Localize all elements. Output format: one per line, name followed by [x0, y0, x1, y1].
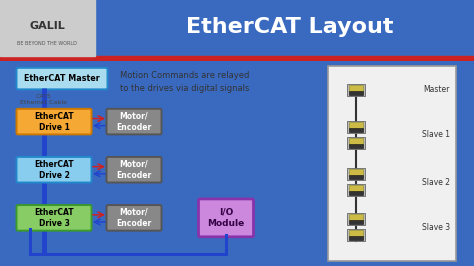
Text: EtherCAT
Drive 1: EtherCAT Drive 1: [34, 111, 74, 132]
Text: EtherCAT Layout: EtherCAT Layout: [186, 17, 394, 37]
Bar: [347, 120, 365, 133]
Bar: [349, 175, 363, 179]
Text: GALIL: GALIL: [29, 21, 65, 31]
Bar: [349, 128, 363, 132]
Bar: [349, 191, 363, 195]
FancyBboxPatch shape: [107, 157, 162, 182]
FancyBboxPatch shape: [17, 109, 91, 134]
Bar: [347, 184, 365, 196]
FancyBboxPatch shape: [17, 205, 91, 231]
Bar: [347, 229, 365, 242]
Text: Motion Commands are relayed
to the drives via digital signals: Motion Commands are relayed to the drive…: [120, 71, 250, 93]
Bar: [349, 230, 363, 237]
Bar: [349, 138, 363, 145]
Bar: [349, 122, 363, 129]
Text: Slave 3: Slave 3: [422, 223, 450, 232]
Bar: [328, 66, 456, 261]
Bar: [349, 214, 363, 221]
Text: EtherCAT
Drive 2: EtherCAT Drive 2: [34, 160, 74, 180]
Bar: [347, 137, 365, 149]
Bar: [347, 213, 365, 225]
Bar: [349, 185, 363, 192]
Text: EtherCAT Master: EtherCAT Master: [24, 74, 100, 83]
FancyBboxPatch shape: [107, 109, 162, 134]
Bar: [349, 236, 363, 240]
Bar: [349, 220, 363, 224]
Text: Slave 1: Slave 1: [422, 130, 450, 139]
Bar: [0, 0, 95, 56]
Text: Motor/
Encoder: Motor/ Encoder: [117, 111, 152, 132]
Text: EtherCAT
Drive 3: EtherCAT Drive 3: [34, 208, 74, 228]
Bar: [349, 144, 363, 148]
FancyBboxPatch shape: [199, 199, 254, 237]
Bar: [347, 168, 365, 180]
Bar: [347, 84, 365, 96]
Text: Slave 2: Slave 2: [422, 177, 450, 186]
Bar: [349, 91, 363, 95]
FancyBboxPatch shape: [107, 205, 162, 231]
Text: Motor/
Encoder: Motor/ Encoder: [117, 160, 152, 180]
Text: Master: Master: [424, 85, 450, 94]
FancyBboxPatch shape: [17, 157, 91, 182]
Bar: [349, 169, 363, 176]
Text: BE BEYOND THE WORLD: BE BEYOND THE WORLD: [17, 41, 77, 46]
Bar: [0, 56, 474, 61]
Text: Motor/
Encoder: Motor/ Encoder: [117, 208, 152, 228]
FancyBboxPatch shape: [17, 68, 108, 89]
Text: I/O
Module: I/O Module: [207, 208, 245, 228]
Text: CAT5
Ethernet Cable: CAT5 Ethernet Cable: [20, 94, 67, 105]
Bar: [349, 85, 363, 92]
